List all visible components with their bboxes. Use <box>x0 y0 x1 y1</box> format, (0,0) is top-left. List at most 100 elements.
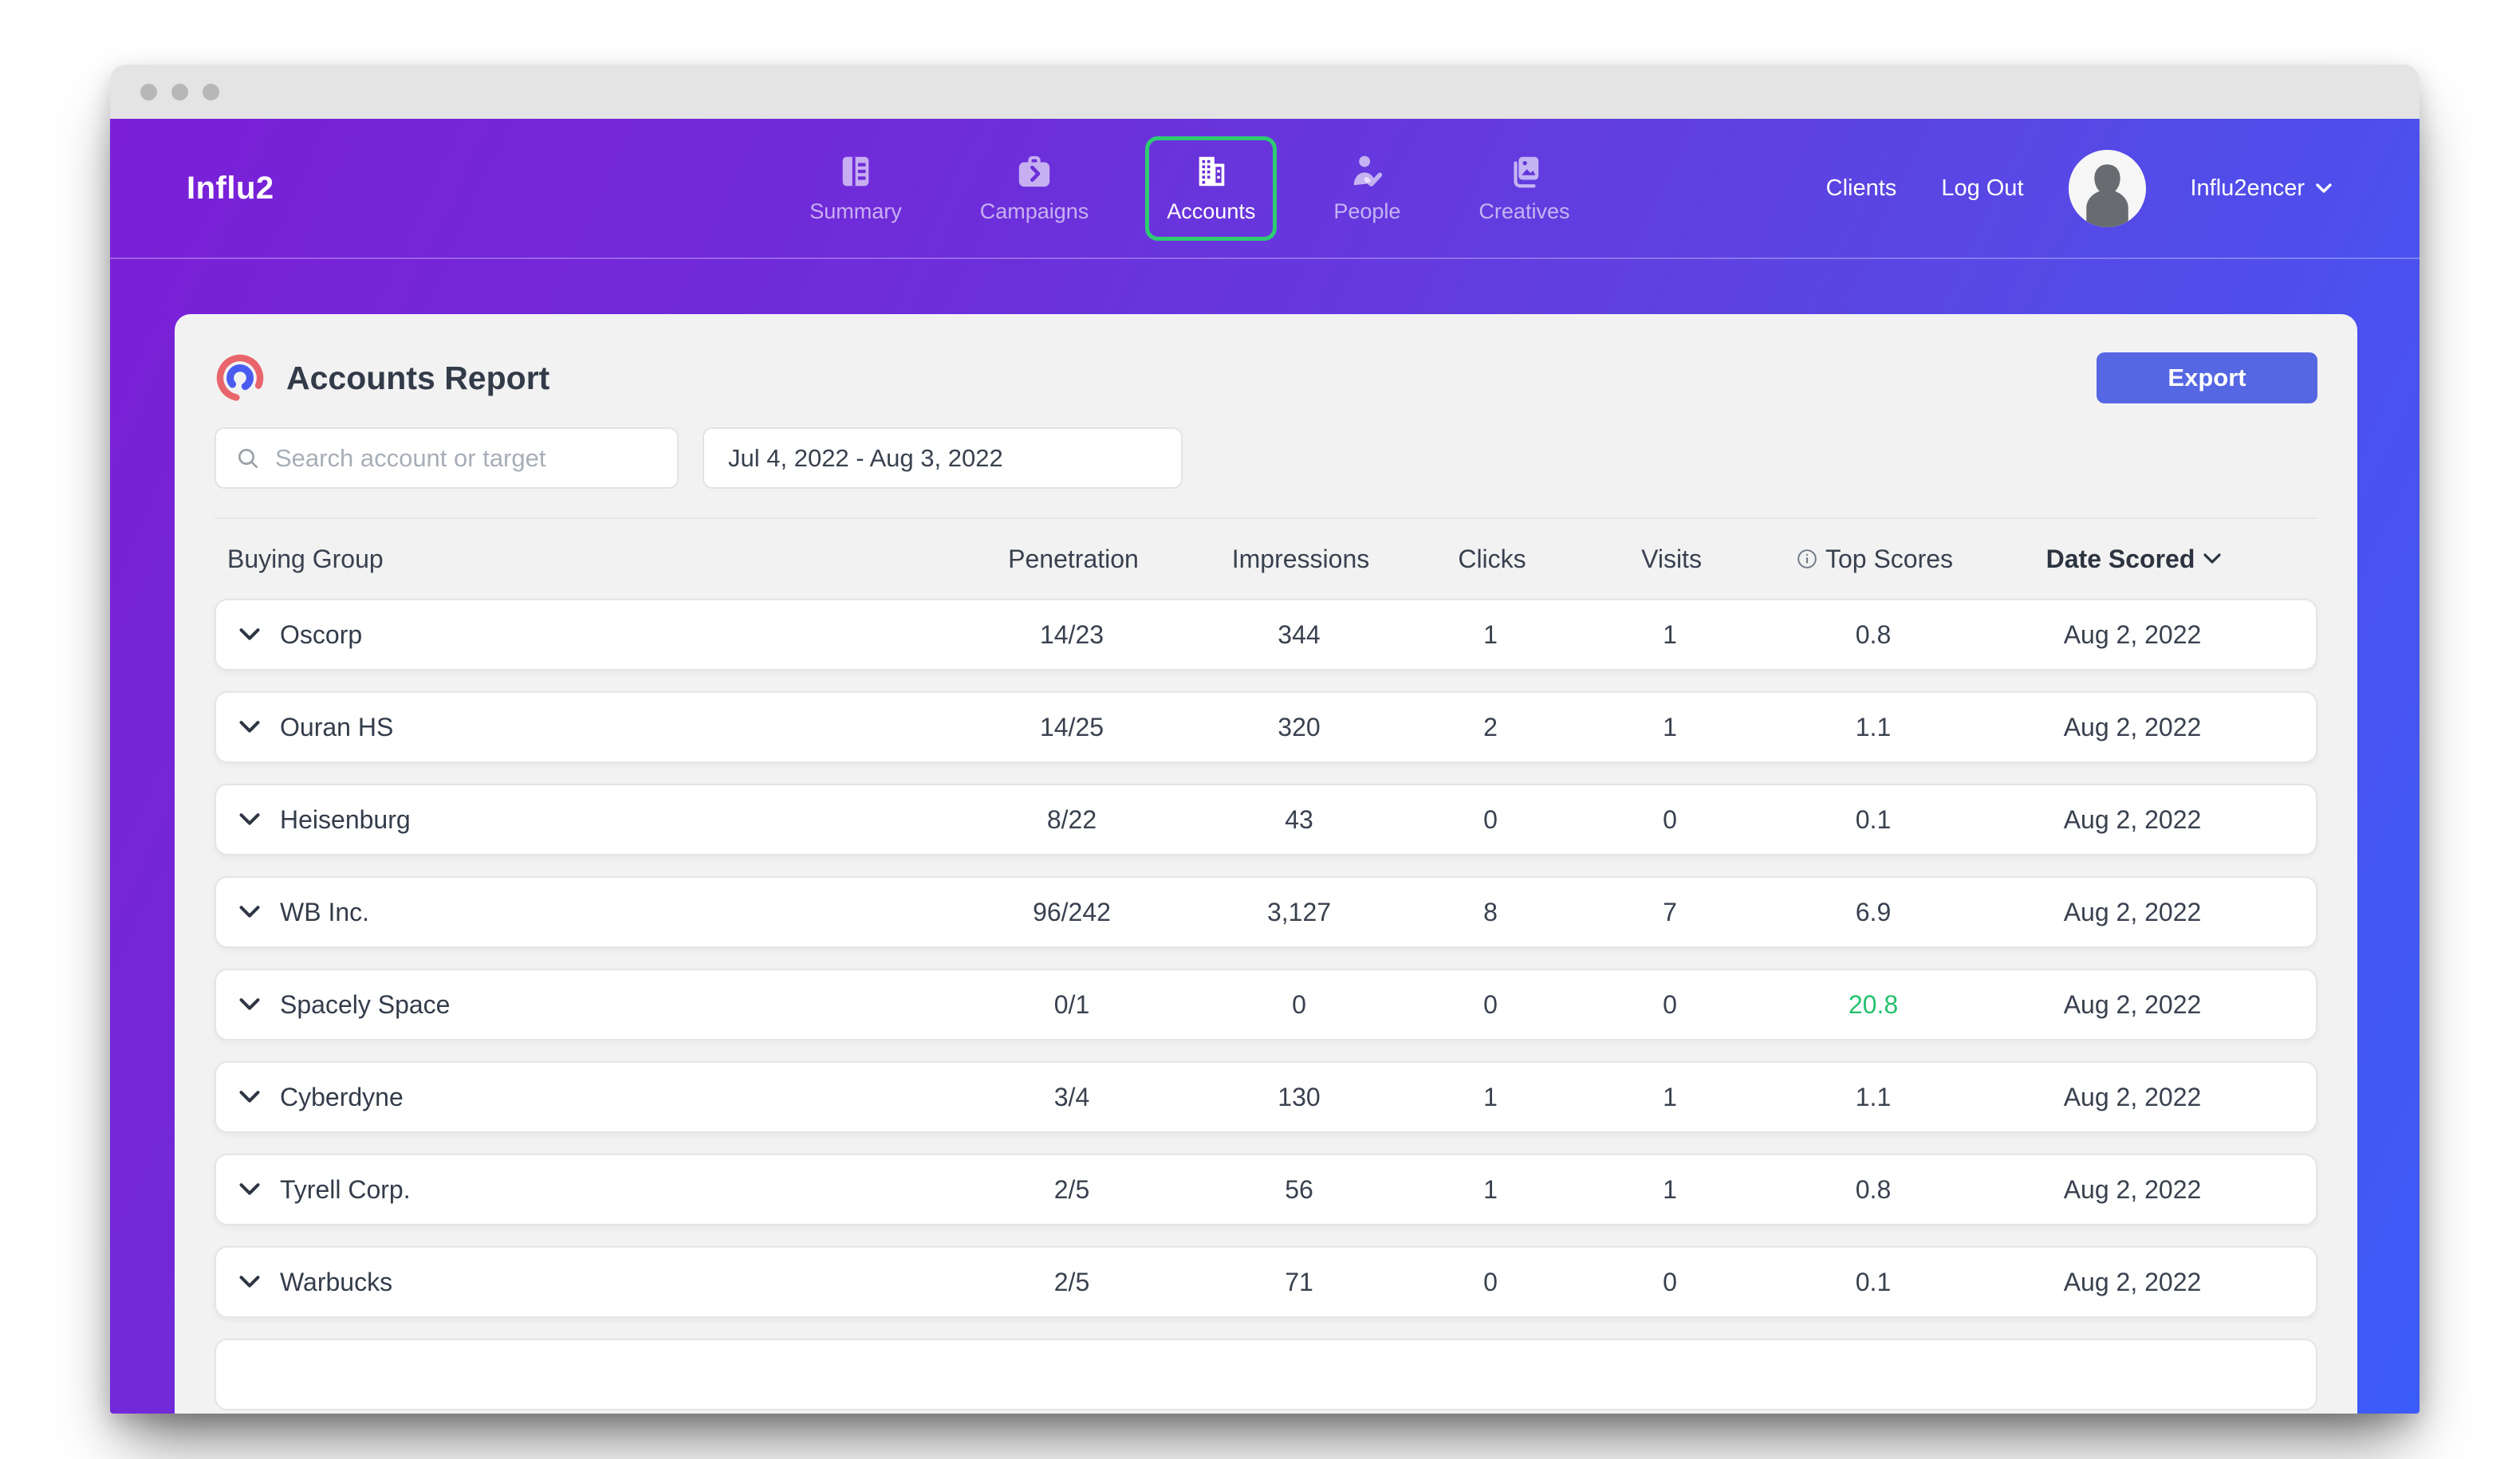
penetration-value: 2/5 <box>1053 1174 1090 1204</box>
col-penetration[interactable]: Penetration <box>1008 544 1139 573</box>
table-row-partial[interactable] <box>215 1339 2317 1410</box>
tab-summary-label: Summary <box>809 199 902 223</box>
image-stack-icon <box>1506 153 1542 190</box>
tab-creatives[interactable]: Creatives <box>1457 136 1591 241</box>
accounts-table-body: Oscorp 14/23 344 1 1 0.8 Aug 2, 2022 Our… <box>215 599 2317 1410</box>
penetration-value: 2/5 <box>1053 1267 1090 1296</box>
table-row[interactable]: Tyrell Corp. 2/5 56 1 1 0.8 Aug 2, 2022 <box>215 1154 2317 1225</box>
tab-summary[interactable]: Summary <box>788 136 923 241</box>
date-scored-value: Aug 2, 2022 <box>2063 1267 2202 1296</box>
window-close-button[interactable] <box>140 83 157 100</box>
report-icon <box>837 153 874 190</box>
visits-value: 0 <box>1663 989 1677 1019</box>
top-score-value: 6.9 <box>1855 897 1892 926</box>
influ2-logo[interactable]: Influ2 <box>187 170 274 206</box>
penetration-value: 14/23 <box>1039 619 1104 649</box>
clicks-value: 0 <box>1483 1267 1498 1296</box>
buying-group-name: Ouran HS <box>280 712 394 741</box>
info-icon <box>1797 549 1817 568</box>
date-scored-value: Aug 2, 2022 <box>2063 1082 2202 1111</box>
person-silhouette-icon <box>2068 149 2146 227</box>
table-row[interactable]: WB Inc. 96/242 3,127 8 7 6.9 Aug 2, 2022 <box>215 876 2317 948</box>
search-icon <box>238 448 258 468</box>
date-scored-value: Aug 2, 2022 <box>2063 804 2202 834</box>
buying-group-name: Spacely Space <box>280 989 451 1019</box>
tab-creatives-label: Creatives <box>1479 199 1570 223</box>
date-scored-value: Aug 2, 2022 <box>2063 619 2202 649</box>
impressions-value: 56 <box>1285 1174 1313 1204</box>
clicks-value: 8 <box>1483 897 1498 926</box>
window-titlebar <box>110 65 2420 119</box>
window-zoom-button[interactable] <box>203 83 219 100</box>
visits-value: 7 <box>1663 897 1677 926</box>
penetration-value: 8/22 <box>1046 804 1097 834</box>
date-range-picker[interactable]: Jul 4, 2022 - Aug 3, 2022 <box>703 427 1183 489</box>
date-scored-value: Aug 2, 2022 <box>2063 989 2202 1019</box>
expand-chevron-down-icon[interactable] <box>238 627 261 643</box>
tab-people-label: People <box>1333 199 1401 223</box>
impressions-value: 344 <box>1278 619 1321 649</box>
top-score-value: 0.8 <box>1855 1174 1892 1204</box>
app-body: Influ2 Summary Campaigns <box>110 119 2420 1414</box>
logout-link[interactable]: Log Out <box>1941 175 2024 201</box>
table-row[interactable]: Cyberdyne 3/4 130 1 1 1.1 Aug 2, 2022 <box>215 1061 2317 1133</box>
visits-value: 1 <box>1663 1174 1677 1204</box>
clicks-value: 0 <box>1483 989 1498 1019</box>
expand-chevron-down-icon[interactable] <box>238 1182 261 1197</box>
expand-chevron-down-icon[interactable] <box>238 997 261 1013</box>
building-icon <box>1193 153 1230 190</box>
date-scored-value: Aug 2, 2022 <box>2063 712 2202 741</box>
buying-group-name: Oscorp <box>280 619 363 649</box>
caret-down-icon <box>2316 183 2332 193</box>
col-top-scores[interactable]: Top Scores <box>1767 545 1983 574</box>
date-scored-value: Aug 2, 2022 <box>2063 897 2202 926</box>
visits-value: 0 <box>1663 804 1677 834</box>
table-row[interactable]: Ouran HS 14/25 320 2 1 1.1 Aug 2, 2022 <box>215 691 2317 763</box>
export-button[interactable]: Export <box>2097 352 2317 403</box>
table-row[interactable]: Spacely Space 0/1 0 0 0 20.8 Aug 2, 2022 <box>215 969 2317 1040</box>
col-top-scores-label: Top Scores <box>1825 544 1954 573</box>
top-navbar: Influ2 Summary Campaigns <box>110 119 2420 259</box>
accounts-report-card: Accounts Report Export Jul 4, 2022 - Aug… <box>175 314 2357 1414</box>
clicks-value: 1 <box>1483 619 1498 649</box>
tab-accounts-label: Accounts <box>1167 199 1256 223</box>
clicks-value: 1 <box>1483 1174 1498 1204</box>
influ2-mark-icon <box>216 354 264 402</box>
col-clicks[interactable]: Clicks <box>1458 544 1526 573</box>
table-row[interactable]: Oscorp 14/23 344 1 1 0.8 Aug 2, 2022 <box>215 599 2317 671</box>
clicks-value: 2 <box>1483 712 1498 741</box>
impressions-value: 130 <box>1278 1082 1321 1111</box>
table-row[interactable]: Warbucks 2/5 71 0 0 0.1 Aug 2, 2022 <box>215 1246 2317 1318</box>
app-window: Influ2 Summary Campaigns <box>110 65 2420 1414</box>
table-header: Buying Group Penetration Impressions Cli… <box>215 519 2317 599</box>
expand-chevron-down-icon[interactable] <box>238 1274 261 1290</box>
col-impressions[interactable]: Impressions <box>1231 544 1370 573</box>
user-avatar[interactable] <box>2068 149 2146 227</box>
expand-chevron-down-icon[interactable] <box>238 719 261 735</box>
account-menu[interactable]: Influ2encer <box>2191 175 2333 202</box>
briefcase-icon <box>1016 153 1053 190</box>
search-input[interactable] <box>275 443 658 473</box>
col-date-scored[interactable]: Date Scored <box>1983 545 2286 574</box>
clicks-value: 1 <box>1483 1082 1498 1111</box>
window-minimize-button[interactable] <box>171 83 188 100</box>
col-buying-group[interactable]: Buying Group <box>227 544 384 573</box>
visits-value: 1 <box>1663 712 1677 741</box>
buying-group-name: WB Inc. <box>280 897 370 926</box>
tab-people[interactable]: People <box>1312 136 1422 241</box>
expand-chevron-down-icon[interactable] <box>238 904 261 920</box>
clients-link[interactable]: Clients <box>1825 175 1897 201</box>
nav-right: Clients Log Out Influ2encer <box>1825 149 2333 227</box>
expand-chevron-down-icon[interactable] <box>238 812 261 828</box>
penetration-value: 96/242 <box>1033 897 1111 926</box>
divider <box>215 517 2317 519</box>
tab-accounts[interactable]: Accounts <box>1145 136 1278 241</box>
penetration-value: 14/25 <box>1039 712 1104 741</box>
expand-chevron-down-icon[interactable] <box>238 1089 261 1105</box>
page-title: Accounts Report <box>286 359 550 396</box>
col-visits[interactable]: Visits <box>1641 544 1702 573</box>
table-row[interactable]: Heisenburg 8/22 43 0 0 0.1 Aug 2, 2022 <box>215 784 2317 855</box>
top-score-value: 1.1 <box>1855 712 1892 741</box>
tab-campaigns[interactable]: Campaigns <box>959 136 1111 241</box>
